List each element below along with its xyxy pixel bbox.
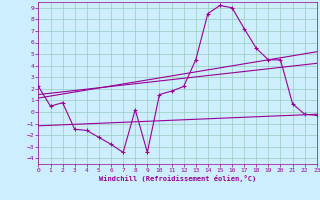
X-axis label: Windchill (Refroidissement éolien,°C): Windchill (Refroidissement éolien,°C) bbox=[99, 175, 256, 182]
